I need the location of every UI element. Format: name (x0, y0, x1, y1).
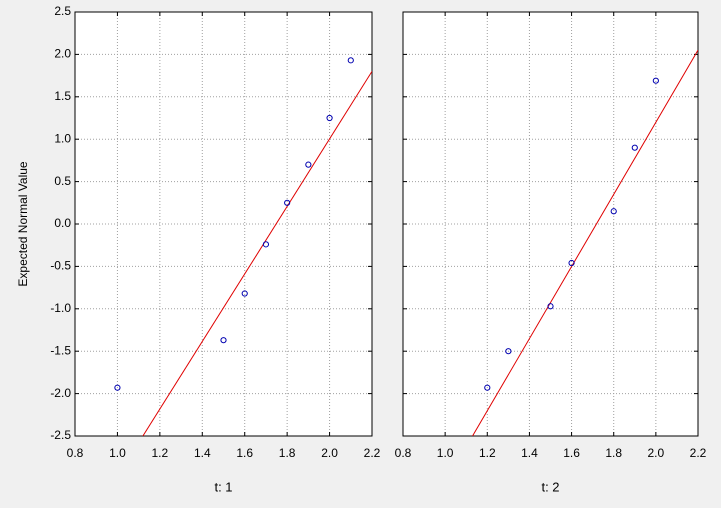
x-tick-label: 2.0 (321, 446, 338, 460)
x-tick-label: 1.8 (605, 446, 622, 460)
y-tick-label: 2.0 (54, 47, 71, 61)
x-tick-label: 1.2 (479, 446, 496, 460)
data-point (114, 384, 121, 391)
fit-line (142, 71, 372, 436)
plot-frame (402, 11, 699, 437)
data-point (568, 259, 575, 267)
x-tick-label: 0.8 (67, 446, 84, 460)
x-tick-label: 1.0 (109, 446, 126, 460)
y-tick-label: 1.5 (54, 89, 71, 103)
data-point (631, 144, 638, 151)
x-tick-label: 2.0 (648, 446, 665, 460)
x-axis-label: t: 2 (541, 479, 559, 494)
data-point (220, 337, 227, 344)
data-point (505, 348, 512, 355)
data-point (326, 114, 333, 122)
y-tick-label: 0.5 (54, 174, 71, 188)
plot-area (75, 12, 372, 436)
x-tick-label: 1.6 (236, 446, 253, 460)
x-tick-label: 1.4 (194, 446, 211, 460)
x-tick-label: 1.2 (152, 446, 169, 460)
y-tick-label: 1.0 (54, 131, 71, 145)
data-point (610, 208, 617, 215)
plot-frame (74, 11, 373, 437)
x-tick-label: 1.8 (279, 446, 296, 460)
y-axis-label: Expected Normal Value (16, 161, 30, 287)
data-point (347, 57, 354, 64)
y-tick-label: -1.5 (50, 343, 71, 357)
data-point (305, 161, 312, 168)
data-point (547, 303, 554, 310)
data-point (484, 384, 491, 391)
y-tick-label: -2.5 (50, 428, 71, 442)
y-tick-label: -0.5 (50, 259, 71, 273)
x-axis-label: t: 1 (214, 479, 232, 494)
data-point (284, 199, 291, 206)
x-tick-label: 1.0 (437, 446, 454, 460)
data-point (652, 77, 659, 84)
y-tick-label: 2.5 (54, 4, 71, 18)
fit-line (472, 49, 698, 436)
data-point (262, 241, 270, 248)
x-tick-label: 2.2 (690, 446, 707, 460)
data-point (241, 290, 248, 297)
y-tick-label: -2.0 (50, 386, 71, 400)
y-tick-label: 0.0 (54, 216, 71, 230)
x-tick-label: 0.8 (395, 446, 412, 460)
x-tick-label: 1.6 (563, 446, 580, 460)
x-tick-label: 1.4 (521, 446, 538, 460)
x-tick-label: 2.2 (364, 446, 381, 460)
y-tick-label: -1.0 (50, 301, 71, 315)
